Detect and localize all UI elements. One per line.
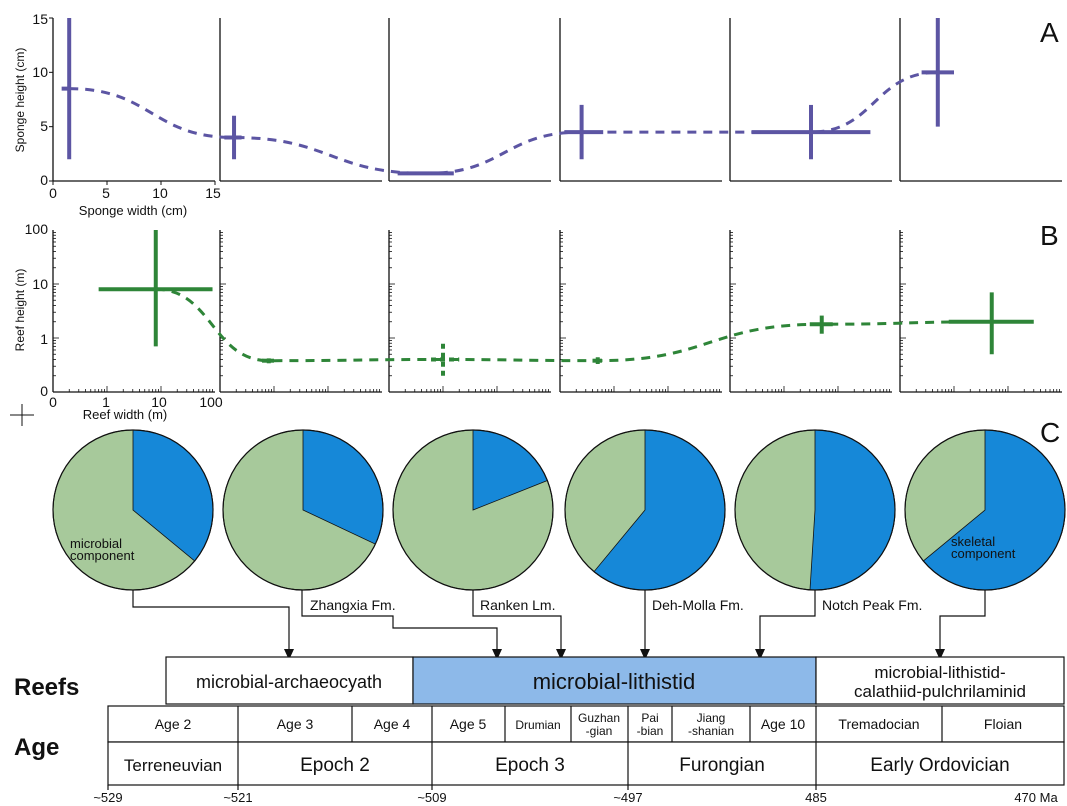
- formation-ranken: Ranken Lm.: [480, 597, 555, 613]
- pie-label-skeletal-line2: component: [951, 546, 1016, 561]
- connector-arrowheads: [284, 649, 945, 660]
- arrow-6: [935, 649, 945, 660]
- panel-b-ytick-1: 1: [40, 331, 48, 347]
- crosshair-marker: [10, 404, 34, 426]
- panel-b-xtick-0: 0: [49, 394, 57, 410]
- connector-1: [132, 590, 290, 654]
- connector-3: [472, 590, 562, 654]
- reef-cell-lithistid: [412, 656, 817, 705]
- panel-a-sponge-size: Sponge height (cm) Sponge width (cm) 0 5…: [13, 11, 1062, 218]
- age-paibian-line2: -bian: [637, 724, 664, 738]
- panel-a-xlabel: Sponge width (cm): [79, 203, 187, 218]
- ma-470: 470 Ma: [1014, 790, 1058, 805]
- panel-b-xtick-100: 100: [199, 394, 223, 410]
- ma-497: ~497: [613, 790, 642, 805]
- sponge-trend-line: [69, 70, 938, 175]
- arrow-2: [492, 649, 502, 660]
- connector-6: [939, 590, 986, 654]
- panel-b-ylabel: Reef height (m): [13, 269, 27, 352]
- age-row-frame: [107, 705, 1065, 743]
- arrow-5: [755, 649, 765, 660]
- epoch-terreneuvian: Terreneuvian: [124, 756, 222, 775]
- epoch-row-frame: [107, 741, 1065, 786]
- geologic-timescale: Reefs Age microbial-archaeocyath mi: [14, 656, 1065, 805]
- age-paibian-line1: Pai: [641, 711, 658, 725]
- ma-509: ~509: [417, 790, 446, 805]
- age-drumian: Drumian: [515, 718, 560, 732]
- age-age10: Age 10: [761, 716, 806, 732]
- panel-a-ytick-5: 5: [40, 118, 48, 134]
- panel-label-c: C: [1040, 417, 1060, 448]
- reefs-row-label: Reefs: [14, 674, 79, 701]
- panel-label-b: B: [1040, 220, 1059, 251]
- age-jiangshanian-line1: Jiang: [697, 711, 726, 725]
- pie-label-skeletal-line1: skeletal: [951, 534, 995, 549]
- reef-label-archaeocyath: microbial-archaeocyath: [196, 672, 382, 692]
- panel-a-xtick-10: 10: [152, 185, 168, 201]
- epoch-3: Epoch 3: [495, 755, 565, 776]
- panel-b-ytick-100: 100: [25, 221, 49, 237]
- epoch-early-ordovician: Early Ordovician: [870, 755, 1009, 776]
- panel-a-ylabel: Sponge height (cm): [13, 48, 27, 153]
- panel-b-ytick-0: 0: [40, 383, 48, 399]
- formation-dehmolla: Deh-Molla Fm.: [652, 597, 744, 613]
- formation-zhangxia: Zhangxia Fm.: [310, 597, 396, 613]
- reef-cell-archaeocyath: [165, 656, 414, 705]
- formation-connectors: [132, 590, 986, 654]
- ma-529: ~529: [93, 790, 122, 805]
- arrow-1: [284, 649, 294, 660]
- panel-a-xtick-0: 0: [49, 185, 57, 201]
- panel-label-a: A: [1040, 17, 1059, 48]
- age-jiangshanian-line2: -shanian: [688, 724, 734, 738]
- panel-a-xtick-5: 5: [102, 185, 110, 201]
- arrow-4: [640, 649, 650, 660]
- age-age3: Age 3: [277, 716, 314, 732]
- age-guzhangian-line2: -gian: [586, 724, 613, 738]
- age-floian: Floian: [984, 716, 1022, 732]
- age-guzhangian-line1: Guzhan: [578, 711, 620, 725]
- pie-skeletal-slice-4: [809, 429, 896, 591]
- panel-c-composition: C microbial component skeletal component: [52, 417, 1066, 591]
- reef-label-calathiid-line1: microbial-lithistid-: [874, 663, 1005, 682]
- connector-5: [759, 590, 816, 654]
- panel-b-ytick-10: 10: [32, 276, 48, 292]
- epoch-furongian: Furongian: [679, 755, 765, 776]
- pie-label-microbial-line2: component: [70, 548, 135, 563]
- panel-a-ytick-10: 10: [32, 64, 48, 80]
- panel-a-xtick-15: 15: [205, 185, 221, 201]
- reef-cell-calathiid: [815, 656, 1065, 705]
- panel-b-xlabel: Reef width (m): [83, 407, 168, 422]
- age-age5: Age 5: [450, 716, 487, 732]
- panel-b-xtick-10: 10: [151, 394, 167, 410]
- formation-notchpeak: Notch Peak Fm.: [822, 597, 922, 613]
- panel-a-ytick-15: 15: [32, 11, 48, 27]
- ma-485: 485: [805, 790, 827, 805]
- ma-521: ~521: [223, 790, 252, 805]
- pie-outline-1: [222, 429, 384, 591]
- panel-b-xtick-1: 1: [102, 394, 110, 410]
- age-tremadocian: Tremadocian: [838, 716, 919, 732]
- arrow-3: [556, 649, 566, 660]
- panel-a-ytick-0: 0: [40, 172, 48, 188]
- reef-label-lithistid: microbial-lithistid: [533, 669, 696, 694]
- reef-trend-line: [155, 287, 992, 363]
- epoch-2: Epoch 2: [300, 755, 370, 776]
- age-age4: Age 4: [374, 716, 411, 732]
- reef-label-calathiid-line2: calathiid-pulchrilaminid: [854, 682, 1026, 701]
- age-age2: Age 2: [155, 716, 192, 732]
- connector-2: [301, 590, 498, 654]
- panel-b-reef-size: Reef height (m) Reef width (m) 0 1 10 10…: [13, 220, 1062, 422]
- pie-label-microbial-line1: microbial: [70, 536, 122, 551]
- age-row-label: Age: [14, 734, 59, 761]
